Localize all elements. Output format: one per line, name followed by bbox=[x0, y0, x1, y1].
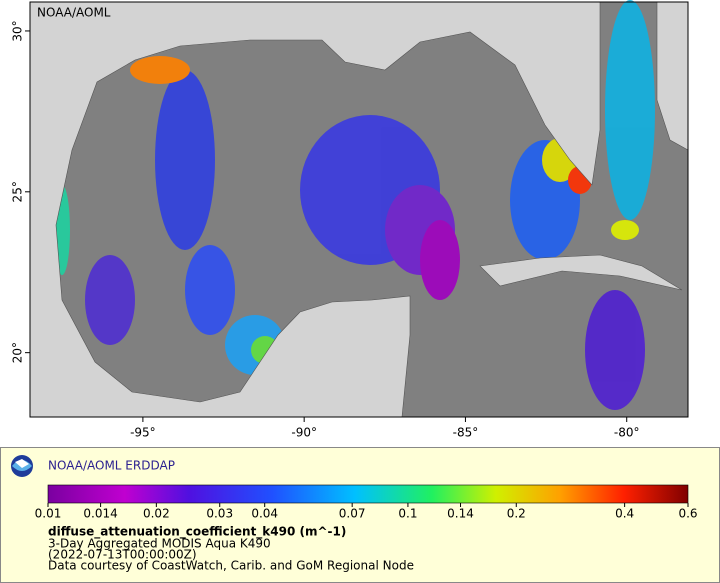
land bbox=[29, 1, 689, 418]
legend: NOAA/AOML ERDDAP 0.01 0.014 0.02 0.03 0.04 0.… bbox=[0, 447, 720, 583]
variable-name: diffuse_attenuation_coefficient_k490 (m^… bbox=[48, 525, 346, 540]
colorbar-tick-label: 0.14 bbox=[447, 507, 474, 521]
map: NOAA/AOML -95° -90° -85° -80° 20° 25° 30° bbox=[11, 0, 689, 440]
info-line: 3-Day Aggregated MODIS Aqua K490 bbox=[48, 537, 271, 551]
y-tick-label: 30° bbox=[11, 20, 25, 41]
map-label: NOAA/AOML bbox=[37, 6, 111, 20]
colorbar-tick-label: 0.2 bbox=[507, 507, 526, 521]
legend-title: NOAA/AOML ERDDAP bbox=[48, 459, 175, 473]
map-axes: -95° -90° -85° -80° 20° 25° 30° bbox=[11, 20, 640, 439]
info-line: Data courtesy of CoastWatch, Carib. and … bbox=[48, 559, 414, 573]
x-tick-label: -95° bbox=[130, 426, 156, 440]
x-tick-label: -90° bbox=[291, 426, 317, 440]
x-tick-label: -80° bbox=[614, 426, 640, 440]
colorbar-tick-label: 0.04 bbox=[251, 507, 278, 521]
colorbar-tick-label: 0.4 bbox=[615, 507, 634, 521]
colorbar-tick-label: 0.01 bbox=[35, 507, 62, 521]
colorbar-tick-label: 0.03 bbox=[206, 507, 233, 521]
info-line: (2022-07-13T00:00:00Z) bbox=[48, 548, 197, 562]
x-tick-label: -85° bbox=[453, 426, 479, 440]
colorbar-tick-label: 0.014 bbox=[83, 507, 117, 521]
colorbar bbox=[47, 484, 689, 504]
y-tick-label: 20° bbox=[11, 342, 25, 363]
colorbar-tick-label: 0.07 bbox=[339, 507, 366, 521]
colorbar-tick-label: 0.1 bbox=[398, 507, 417, 521]
colorbar-axis: 0.01 0.014 0.02 0.03 0.04 0.07 0.1 0.14 0.2 0.4 0.… bbox=[35, 503, 698, 521]
colorbar-tick-label: 0.6 bbox=[678, 507, 697, 521]
noaa-logo-bird bbox=[15, 459, 29, 468]
colorbar-tick-label: 0.02 bbox=[143, 507, 170, 521]
map-frame bbox=[29, 1, 689, 418]
y-tick-label: 25° bbox=[11, 181, 25, 202]
data-patches bbox=[54, 0, 655, 410]
